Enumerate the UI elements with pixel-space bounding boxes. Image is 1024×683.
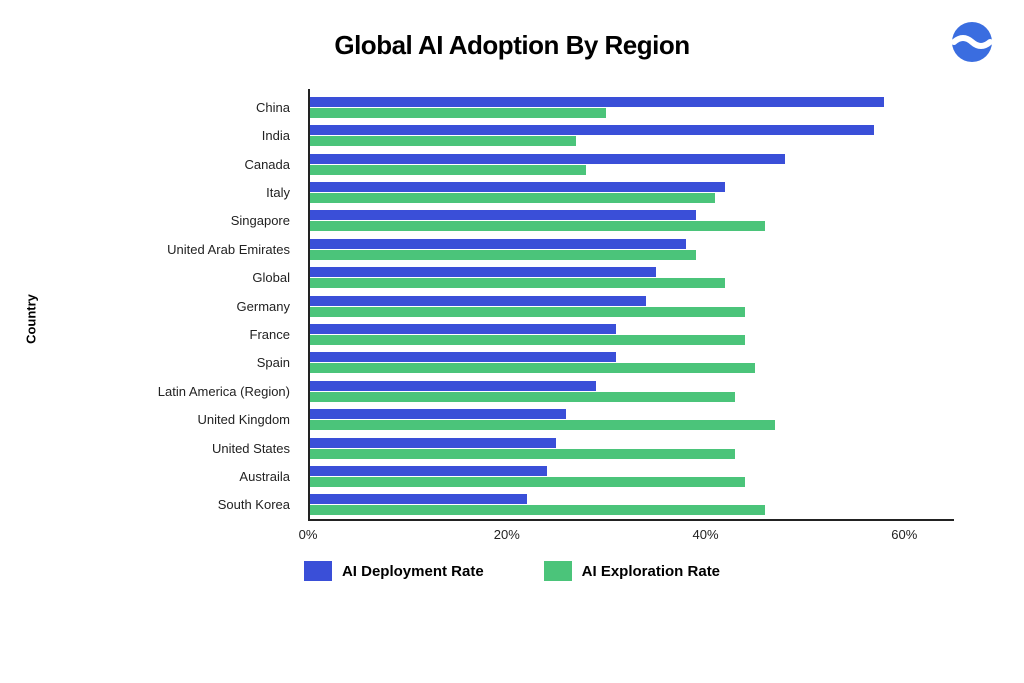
category-label: Austraila bbox=[90, 469, 300, 484]
category-label: China bbox=[90, 100, 300, 115]
xtick-label: 0% bbox=[299, 527, 318, 542]
legend-swatch-icon bbox=[304, 561, 332, 581]
xtick-label: 40% bbox=[693, 527, 719, 542]
legend-label: AI Deployment Rate bbox=[342, 563, 484, 580]
category-label: Singapore bbox=[90, 213, 300, 228]
category-label: Spain bbox=[90, 355, 300, 370]
category-label: Global bbox=[90, 270, 300, 285]
category-label: India bbox=[90, 128, 300, 143]
legend-swatch-icon bbox=[544, 561, 572, 581]
yaxis-title: Country bbox=[23, 294, 38, 344]
category-label: Canada bbox=[90, 157, 300, 172]
chart-area: Country ChinaIndiaCanadaItalySingaporeUn… bbox=[90, 89, 954, 549]
category-label: Latin America (Region) bbox=[90, 384, 300, 399]
brand-logo-icon bbox=[948, 18, 996, 66]
category-label: South Korea bbox=[90, 497, 300, 512]
legend-item-deployment: AI Deployment Rate bbox=[304, 561, 484, 581]
category-label: Germany bbox=[90, 299, 300, 314]
category-label: United States bbox=[90, 441, 300, 456]
category-label: France bbox=[90, 327, 300, 342]
category-label: United Kingdom bbox=[90, 412, 300, 427]
xtick-label: 20% bbox=[494, 527, 520, 542]
category-label: United Arab Emirates bbox=[90, 242, 300, 257]
legend: AI Deployment Rate AI Exploration Rate bbox=[0, 561, 1024, 581]
xtick-label: 60% bbox=[891, 527, 917, 542]
plot-region bbox=[308, 89, 954, 521]
xaxis: 0%20%40%60% bbox=[308, 521, 954, 549]
legend-item-exploration: AI Exploration Rate bbox=[544, 561, 720, 581]
category-label: Italy bbox=[90, 185, 300, 200]
chart-title: Global AI Adoption By Region bbox=[0, 0, 1024, 89]
legend-label: AI Exploration Rate bbox=[582, 563, 720, 580]
